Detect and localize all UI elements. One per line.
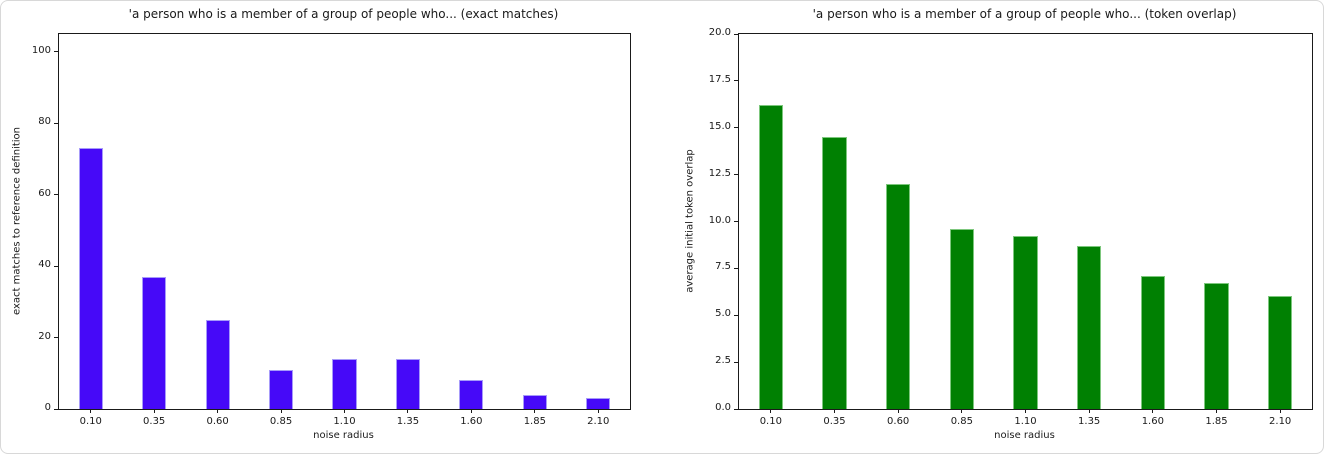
bar [1077, 246, 1102, 409]
x-tick-label: 1.10 [333, 416, 356, 427]
chart-panel-token-overlap: 'a person who is a member of a group of … [661, 1, 1323, 453]
x-tick-mark [470, 409, 472, 413]
x-tick-mark [1152, 409, 1154, 413]
y-tick-mark [734, 174, 738, 176]
y-tick-mark [54, 408, 58, 410]
x-tick-label: 1.60 [460, 416, 483, 427]
y-tick-label: 12.5 [708, 167, 731, 179]
bar [142, 277, 167, 409]
y-tick-label: 40 [38, 259, 51, 271]
y-tick-label: 7.5 [715, 261, 731, 273]
y-tick-label: 2.5 [715, 355, 731, 367]
x-tick-mark [1025, 409, 1026, 413]
y-tick-label: 80 [38, 116, 51, 128]
bar [1140, 276, 1165, 409]
bar [459, 380, 484, 409]
x-tick-mark [153, 409, 155, 413]
x-tick-label: 0.35 [823, 416, 846, 427]
bar [822, 137, 847, 409]
y-tick-mark [734, 361, 738, 363]
x-tick-label: 0.85 [950, 416, 973, 427]
x-tick-label: 1.85 [1205, 416, 1228, 427]
x-tick-mark [217, 409, 219, 413]
x-tick-label: 1.85 [523, 416, 546, 427]
x-tick-mark [1088, 409, 1090, 413]
bar [1204, 283, 1229, 409]
y-tick-label: 0 [44, 402, 51, 413]
y-tick-mark [54, 265, 58, 267]
y-tick-mark [734, 408, 738, 410]
x-tick-mark [597, 409, 599, 413]
plot-area: 0 20 40 60 80 100 0.10 0.35 0.60 0.85 1.10 1.35 1.60… [32, 33, 631, 427]
y-tick-mark [734, 221, 738, 222]
x-tick-mark [1279, 409, 1281, 413]
x-tick-mark [280, 409, 282, 413]
y-tick-mark [734, 314, 738, 316]
bar [395, 359, 420, 409]
x-tick-mark [534, 409, 536, 413]
y-tick-label: 0.0 [715, 402, 731, 413]
bar [522, 395, 547, 409]
x-tick-label: 0.10 [79, 416, 102, 427]
x-tick-label: 1.60 [1141, 416, 1164, 427]
bar [586, 398, 611, 409]
y-tick-mark [734, 80, 738, 82]
bar [269, 370, 294, 409]
x-tick-mark [344, 409, 345, 413]
bar [1268, 296, 1293, 409]
y-tick-label: 20 [38, 330, 51, 342]
x-axis-label: noise radius [994, 430, 1055, 441]
x-tick-label: 1.10 [1014, 416, 1037, 427]
x-tick-label: 0.35 [143, 416, 166, 427]
x-tick-label: 1.35 [1078, 416, 1101, 427]
y-axis-label: exact matches to reference definition [11, 126, 23, 315]
y-tick-label: 17.5 [708, 73, 731, 85]
x-tick-mark [897, 409, 899, 413]
x-tick-mark [834, 409, 835, 413]
y-tick-mark [54, 194, 58, 196]
x-tick-mark [770, 409, 772, 413]
chart-panel-exact-matches: 'a person who is a member of a group of … [1, 1, 663, 453]
bar [1013, 236, 1038, 409]
bar [886, 184, 911, 409]
y-tick-label: 5.0 [715, 308, 731, 320]
chart-title: 'a person who is a member of a group of … [812, 7, 1237, 21]
y-tick-mark [54, 122, 58, 124]
y-tick-label: 20.0 [708, 27, 731, 38]
bar [78, 148, 103, 409]
y-tick-mark [734, 267, 738, 269]
x-tick-label: 0.85 [269, 416, 293, 427]
y-tick-label: 100 [31, 44, 51, 56]
x-tick-label: 0.60 [887, 416, 910, 427]
y-tick-label: 60 [38, 187, 51, 199]
x-tick-mark [90, 409, 92, 413]
x-tick-mark [407, 409, 409, 413]
bar [205, 320, 230, 409]
x-tick-label: 2.10 [587, 416, 610, 427]
y-tick-label: 10.0 [708, 214, 731, 226]
y-tick-mark [54, 51, 58, 53]
x-tick-mark [961, 409, 963, 413]
y-tick-mark [54, 337, 58, 339]
x-tick-label: 0.60 [206, 416, 229, 427]
y-tick-label: 15.0 [708, 120, 731, 132]
x-tick-label: 1.35 [396, 416, 420, 427]
x-axis-label: noise radius [313, 430, 374, 441]
x-tick-mark [1216, 409, 1217, 413]
plot-area: 0.0 2.5 5.0 7.5 10.0 12.5 15.0 17.5 20.0 0.10 0.35… [709, 27, 1313, 427]
bar [332, 359, 357, 409]
x-tick-label: 2.10 [1269, 416, 1292, 427]
bar [758, 105, 783, 409]
bar [949, 229, 974, 409]
chart-title: 'a person who is a member of a group of … [128, 7, 559, 21]
y-tick-mark [734, 33, 738, 35]
x-tick-label: 0.10 [759, 416, 782, 427]
y-tick-mark [734, 127, 738, 129]
